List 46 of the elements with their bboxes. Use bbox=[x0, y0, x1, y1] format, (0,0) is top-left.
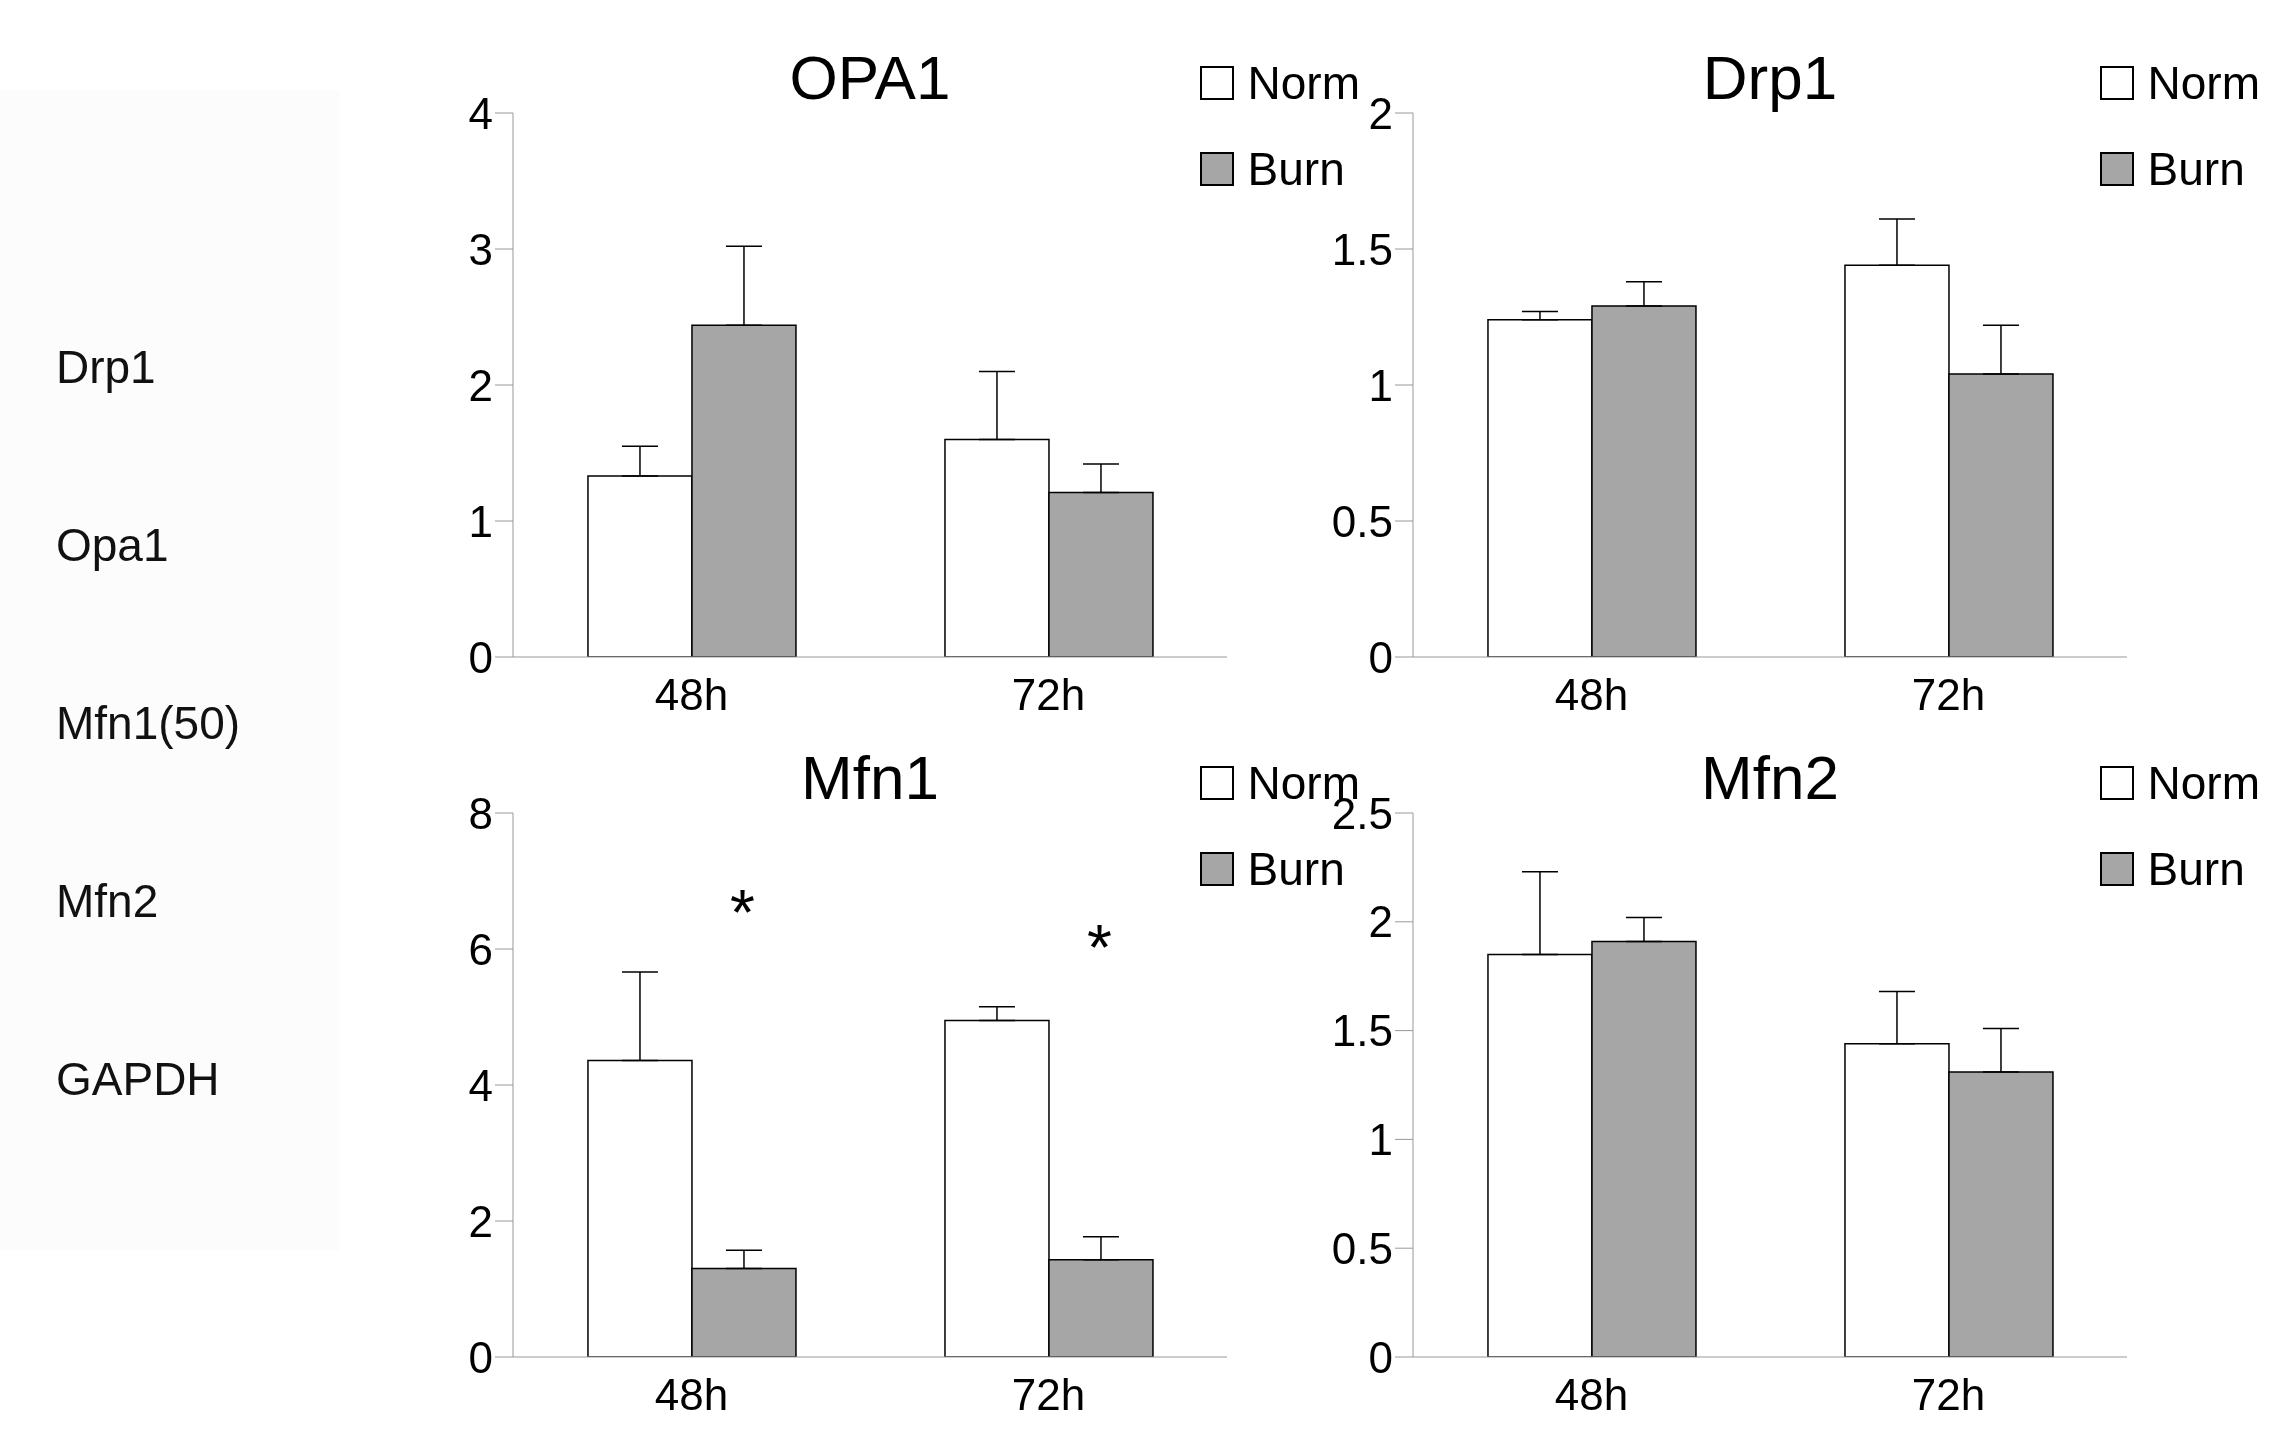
y-tick-label: 1 bbox=[468, 496, 493, 546]
y-tick-label: 4 bbox=[468, 88, 493, 138]
chart-title: OPA1 bbox=[788, 42, 952, 113]
legend-label: Norm bbox=[2147, 56, 2260, 110]
y-tick-label: 3 bbox=[468, 224, 493, 274]
legend-label: Burn bbox=[1247, 842, 1345, 896]
y-tick-label: 0 bbox=[468, 632, 493, 682]
y-tick-label: 6 bbox=[468, 924, 493, 974]
y-tick-label: 4 bbox=[468, 1060, 493, 1110]
y-tick-label: 1.5 bbox=[1331, 224, 1393, 274]
text: Drp1 bbox=[56, 340, 156, 394]
y-tick-label: 2 bbox=[468, 1196, 493, 1246]
chart-title: Mfn1 bbox=[800, 742, 940, 813]
x-tick-label: 48h bbox=[654, 1370, 729, 1420]
chart-title: Drp1 bbox=[1701, 42, 1839, 113]
text: GAPDH bbox=[56, 1052, 220, 1106]
y-tick-label: 0.5 bbox=[1331, 1223, 1393, 1273]
legend-label: Norm bbox=[1247, 56, 1360, 110]
text: Mfn1(50) bbox=[56, 696, 241, 750]
x-tick-label: 72h bbox=[1011, 670, 1086, 720]
chart-title: Mfn2 bbox=[1700, 742, 1840, 813]
y-tick-label: 8 bbox=[468, 788, 493, 838]
y-tick-label: 2 bbox=[468, 360, 493, 410]
text: Mfn2 bbox=[56, 874, 159, 928]
y-tick-label: 1.5 bbox=[1331, 1006, 1393, 1056]
y-tick-label: 0 bbox=[468, 1332, 493, 1382]
x-tick-label: 72h bbox=[1911, 1370, 1986, 1420]
legend-label: Norm bbox=[2147, 756, 2260, 810]
legend-label: Burn bbox=[2147, 842, 2245, 896]
y-tick-label: 0.5 bbox=[1331, 496, 1393, 546]
x-tick-label: 48h bbox=[1554, 670, 1629, 720]
y-tick-label: 2 bbox=[1368, 897, 1393, 947]
x-tick-label: 72h bbox=[1011, 1370, 1086, 1420]
y-tick-label: 2 bbox=[1368, 88, 1393, 138]
y-tick-label: 1 bbox=[1368, 360, 1393, 410]
legend-label: Burn bbox=[1247, 142, 1345, 196]
legend-label: Burn bbox=[2147, 142, 2245, 196]
x-tick-label: 48h bbox=[654, 670, 729, 720]
x-tick-label: 72h bbox=[1911, 670, 1986, 720]
y-tick-label: 0 bbox=[1368, 1332, 1393, 1382]
annotation: * bbox=[1086, 911, 1112, 984]
y-tick-label: 0 bbox=[1368, 632, 1393, 682]
y-tick-label: 1 bbox=[1368, 1115, 1393, 1165]
text: Opa1 bbox=[56, 518, 169, 572]
annotation: * bbox=[729, 876, 755, 949]
x-tick-label: 48h bbox=[1554, 1370, 1629, 1420]
